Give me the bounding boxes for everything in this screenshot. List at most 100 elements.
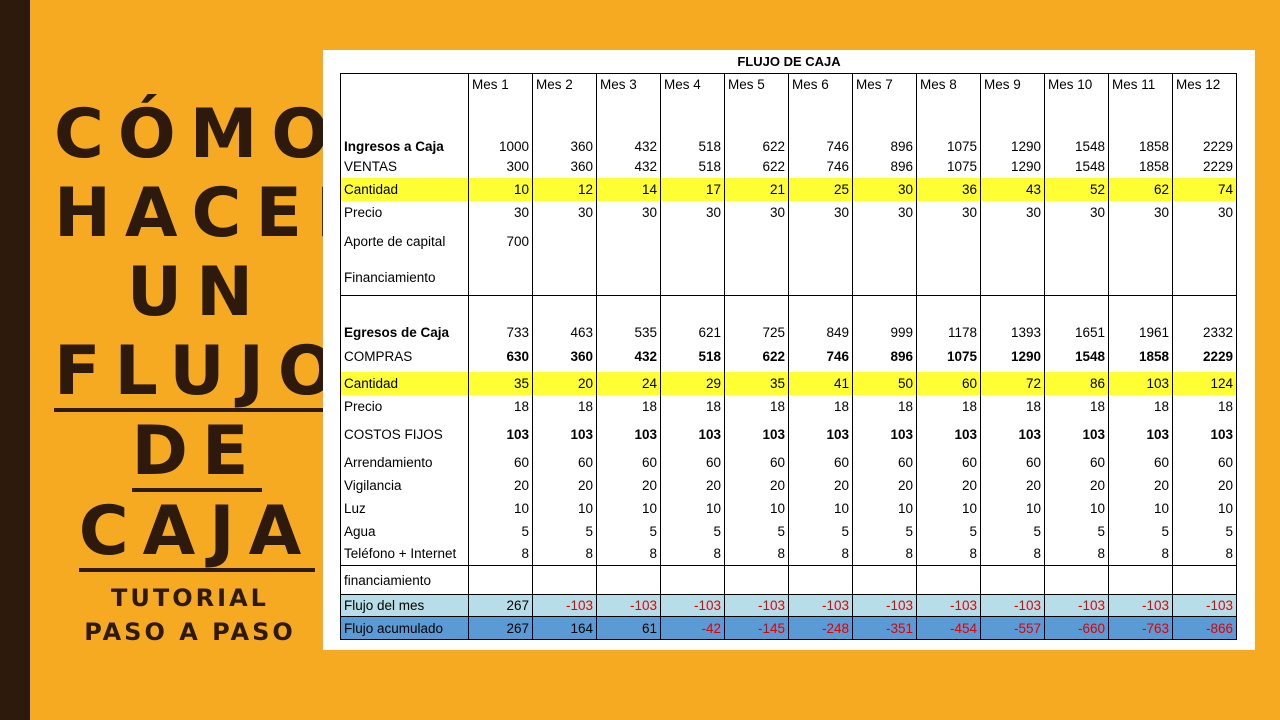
value-cell: 18 (724, 394, 789, 418)
value-cell: 10 (980, 496, 1045, 520)
value-cell: 300 (468, 155, 533, 178)
value-cell: 725 (724, 295, 789, 342)
value-cell (660, 565, 725, 595)
value-cell: -248 (788, 616, 853, 640)
value-cell: 52 (1044, 177, 1109, 201)
value-cell: 5 (980, 519, 1045, 543)
value-cell: 60 (980, 450, 1045, 474)
value-cell: 10 (916, 496, 981, 520)
value-cell (468, 565, 533, 595)
value-cell: 60 (1172, 450, 1237, 474)
value-cell: -660 (1044, 616, 1109, 640)
value-cell: 20 (1172, 473, 1237, 497)
table-row: Flujo del mes 267 -103 -103 -103 -103 -103 -103… (340, 594, 1237, 617)
value-cell: -557 (980, 616, 1045, 640)
value-cell: 1290 (980, 341, 1045, 372)
value-cell: 10 (660, 496, 725, 520)
value-cell (532, 259, 597, 296)
value-cell (788, 223, 853, 260)
row-label: Aporte de capital (340, 223, 469, 260)
left-accent-bar (0, 0, 30, 720)
value-cell: 8 (1044, 542, 1109, 566)
title-line-3: UN (126, 253, 268, 332)
row-label: VENTAS (340, 155, 469, 178)
value-cell: 1651 (1044, 295, 1109, 342)
month-header: Mes 4 (660, 73, 725, 100)
value-cell: 5 (1108, 519, 1173, 543)
value-cell: 20 (532, 473, 597, 497)
table-row: Precio 18 18 18 18 18 18 18 18 18 18 18 18 (340, 394, 1237, 418)
value-cell: 18 (468, 394, 533, 418)
value-cell: -42 (660, 616, 725, 640)
value-cell: 18 (1172, 394, 1237, 418)
table-row: Cantidad 35 20 24 29 35 41 50 60 72 86 103 124 (340, 371, 1237, 395)
value-cell: 5 (468, 519, 533, 543)
value-cell: 30 (1108, 200, 1173, 224)
value-cell: 10 (852, 496, 917, 520)
table-row: COSTOS FIJOS 103 103 103 103 103 103 103 103 103 1… (340, 417, 1237, 451)
value-cell: -866 (1172, 616, 1237, 640)
value-cell: 849 (788, 295, 853, 342)
value-cell (596, 223, 661, 260)
month-header: Mes 8 (916, 73, 981, 100)
header-corner-cell (340, 73, 469, 100)
value-cell: 18 (788, 394, 853, 418)
value-cell: 20 (468, 473, 533, 497)
title-line-1: CÓMO (54, 95, 344, 174)
value-cell (788, 259, 853, 296)
value-cell: 41 (788, 371, 853, 395)
value-cell: 72 (980, 371, 1045, 395)
value-cell: 62 (1108, 177, 1173, 201)
value-cell: 30 (852, 177, 917, 201)
value-cell: 746 (788, 155, 853, 178)
row-label: Agua (340, 519, 469, 543)
cash-flow-table: Mes 1 Mes 2 Mes 3 Mes 4 Mes 5 Mes 6 Mes 7 Mes 8… (340, 73, 1237, 640)
table-row: Luz 10 10 10 10 10 10 10 10 10 10 10 10 (340, 496, 1237, 520)
value-cell: 20 (980, 473, 1045, 497)
value-cell: 518 (660, 341, 725, 372)
value-cell: -103 (1172, 594, 1237, 617)
value-cell: 1548 (1044, 155, 1109, 178)
table-row: Aporte de capital 700 (340, 223, 1237, 260)
value-cell: 630 (468, 341, 533, 372)
value-cell: 1548 (1044, 99, 1109, 156)
value-cell: 10 (532, 496, 597, 520)
value-cell: 60 (532, 450, 597, 474)
value-cell: -145 (724, 616, 789, 640)
value-cell (852, 223, 917, 260)
value-cell: 164 (532, 616, 597, 640)
value-cell: 432 (596, 99, 661, 156)
value-cell: 50 (852, 371, 917, 395)
month-header: Mes 2 (532, 73, 597, 100)
row-label: Egresos de Caja (340, 295, 469, 342)
value-cell: 8 (1108, 542, 1173, 566)
value-cell: 20 (596, 473, 661, 497)
value-cell: 103 (788, 417, 853, 451)
value-cell: 1075 (916, 99, 981, 156)
value-cell: 700 (468, 223, 533, 260)
value-cell: 10 (468, 496, 533, 520)
value-cell: 20 (532, 371, 597, 395)
table-row: Flujo acumulado 267 164 61 -42 -145 -248 -351 -4… (340, 616, 1237, 640)
row-label: Flujo acumulado (340, 616, 469, 640)
value-cell: -103 (1044, 594, 1109, 617)
value-cell: 5 (852, 519, 917, 543)
row-label: Financiamiento (340, 259, 469, 296)
value-cell (596, 565, 661, 595)
value-cell: 733 (468, 295, 533, 342)
value-cell (660, 223, 725, 260)
row-label: Cantidad (340, 371, 469, 395)
value-cell: -103 (660, 594, 725, 617)
value-cell: 60 (1044, 450, 1109, 474)
value-cell: 267 (468, 594, 533, 617)
value-cell: 10 (468, 177, 533, 201)
value-cell: 622 (724, 341, 789, 372)
value-cell: 25 (788, 177, 853, 201)
month-header-row: Mes 1 Mes 2 Mes 3 Mes 4 Mes 5 Mes 6 Mes 7 Mes 8… (340, 73, 1237, 100)
value-cell: 1858 (1108, 99, 1173, 156)
value-cell: 999 (852, 295, 917, 342)
value-cell: 2229 (1172, 99, 1237, 156)
value-cell (1108, 565, 1173, 595)
row-label: Teléfono + Internet (340, 542, 469, 566)
month-header: Mes 5 (724, 73, 789, 100)
